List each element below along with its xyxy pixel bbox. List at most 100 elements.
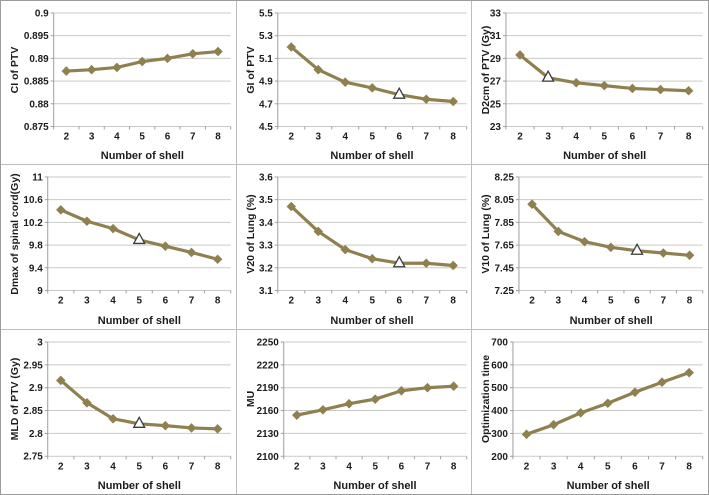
y-axis-title: D2cm of PTV (Gy): [480, 25, 493, 115]
svg-text:3: 3: [84, 461, 90, 472]
svg-text:4: 4: [342, 131, 348, 142]
svg-text:4: 4: [110, 461, 116, 472]
svg-text:3: 3: [551, 461, 557, 472]
svg-text:8: 8: [450, 131, 456, 142]
svg-text:5: 5: [602, 131, 608, 142]
svg-text:7.45: 7.45: [495, 264, 515, 275]
svg-text:6: 6: [635, 296, 641, 307]
svg-text:7: 7: [190, 131, 196, 142]
svg-text:5.5: 5.5: [259, 8, 273, 19]
x-axis-title: Number of shell: [569, 314, 653, 327]
line-chart-svg: 7.25 7.45 7.65 7.85 8.05 8.25 2 3 4 5 6 7 8: [495, 173, 704, 307]
line-chart-svg: 9 9.4 9.8 10.2 10.6 11 2 3 4 5 6 7 8: [23, 173, 232, 307]
svg-text:4: 4: [114, 131, 120, 142]
svg-text:8: 8: [687, 296, 693, 307]
y-axis-title: MU: [244, 390, 257, 407]
x-axis-title: Number of shell: [333, 479, 417, 492]
svg-text:6: 6: [632, 461, 638, 472]
svg-text:3.4: 3.4: [259, 218, 273, 229]
svg-text:5: 5: [608, 296, 614, 307]
svg-text:4.9: 4.9: [259, 77, 273, 88]
svg-text:6: 6: [396, 131, 402, 142]
svg-text:2160: 2160: [256, 406, 279, 417]
svg-text:4: 4: [342, 296, 348, 307]
svg-text:6: 6: [398, 461, 404, 472]
svg-text:3.6: 3.6: [259, 173, 273, 184]
x-axis-title: Number of shell: [563, 150, 647, 163]
svg-text:11: 11: [32, 173, 43, 184]
svg-text:8.25: 8.25: [495, 173, 515, 184]
line-chart-svg: 4.5 4.7 4.9 5.1 5.3 5.5 2 3 4 5 6 7 8: [259, 8, 467, 142]
svg-text:600: 600: [492, 360, 509, 371]
svg-text:8: 8: [687, 461, 693, 472]
svg-text:6: 6: [163, 461, 169, 472]
svg-text:7.65: 7.65: [495, 241, 515, 252]
svg-text:2100: 2100: [256, 451, 279, 462]
svg-text:200: 200: [492, 451, 509, 462]
svg-text:3: 3: [84, 296, 90, 307]
svg-text:10.6: 10.6: [23, 195, 43, 206]
svg-text:2.8: 2.8: [29, 429, 43, 440]
svg-text:8: 8: [215, 296, 221, 307]
y-axis-title: GI of PTV: [244, 46, 257, 94]
svg-text:0.895: 0.895: [24, 31, 49, 42]
svg-text:5: 5: [136, 461, 142, 472]
svg-text:4.5: 4.5: [259, 122, 273, 133]
svg-text:5: 5: [369, 131, 375, 142]
svg-text:5: 5: [139, 131, 145, 142]
y-axis-title: CI of PTV: [9, 46, 21, 94]
svg-text:2: 2: [288, 131, 294, 142]
line-chart-svg: 2.75 2.8 2.85 2.9 2.95 3 2 3 4 5 6 7 8: [23, 337, 232, 472]
svg-text:9.8: 9.8: [29, 241, 43, 252]
svg-text:4: 4: [578, 461, 584, 472]
svg-text:400: 400: [492, 406, 509, 417]
svg-text:25: 25: [490, 99, 502, 110]
svg-text:0.875: 0.875: [24, 122, 49, 133]
svg-text:0.9: 0.9: [35, 8, 49, 19]
svg-text:7: 7: [423, 296, 429, 307]
svg-text:7.25: 7.25: [495, 286, 515, 297]
chart-cell-gi-of-ptv: 4.5 4.7 4.9 5.1 5.3 5.5 2 3 4 5 6 7 8 GI of PTV Numb…: [236, 1, 473, 166]
svg-text:2220: 2220: [256, 360, 279, 371]
y-axis-title: Optimization time: [480, 354, 493, 443]
svg-text:4: 4: [346, 461, 352, 472]
svg-text:4: 4: [574, 131, 580, 142]
svg-text:7: 7: [660, 461, 666, 472]
svg-text:2.95: 2.95: [23, 360, 43, 371]
x-axis-title: Number of shell: [100, 150, 184, 163]
x-axis-title: Number of shell: [330, 150, 414, 163]
svg-text:10.2: 10.2: [23, 218, 43, 229]
svg-text:5: 5: [605, 461, 611, 472]
svg-text:3.1: 3.1: [259, 286, 273, 297]
svg-text:7.85: 7.85: [495, 218, 515, 229]
svg-text:3.3: 3.3: [259, 241, 273, 252]
svg-text:7: 7: [423, 131, 429, 142]
svg-text:500: 500: [492, 383, 509, 394]
svg-text:5: 5: [372, 461, 378, 472]
svg-text:700: 700: [492, 337, 509, 348]
svg-text:31: 31: [490, 31, 502, 42]
svg-text:3.2: 3.2: [259, 264, 273, 275]
line-chart-svg: 0.875 0.88 0.885 0.89 0.895 0.9 2 3 4 5 6 7 8: [24, 8, 232, 142]
y-axis-title: V20 of Lung (%): [244, 194, 257, 274]
chart-cell-d2cm-of-ptv: 23 25 27 29 31 33 2 3 4 5 6 7 8 D2cm of PTV (Gy) Num…: [472, 1, 708, 166]
y-axis-title: V10 of Lung (%): [480, 194, 493, 274]
svg-text:2.75: 2.75: [23, 451, 43, 462]
x-axis-title: Number of shell: [330, 314, 414, 327]
svg-text:2: 2: [518, 131, 524, 142]
svg-text:0.89: 0.89: [29, 54, 49, 65]
chart-cell-optimization-time: 200 300 400 500 600 700 2 3 4 5 6 7 8 Optimization t…: [472, 330, 708, 494]
svg-text:6: 6: [630, 131, 636, 142]
line-chart-svg: 2100 2130 2160 2190 2220 2250 2 3 4 5 6 7 8: [256, 337, 467, 472]
svg-text:4: 4: [110, 296, 116, 307]
svg-text:23: 23: [490, 122, 502, 133]
svg-text:3: 3: [89, 131, 95, 142]
svg-text:3: 3: [315, 131, 321, 142]
svg-text:4.7: 4.7: [259, 99, 273, 110]
svg-text:2: 2: [530, 296, 536, 307]
svg-text:2: 2: [294, 461, 300, 472]
x-axis-title: Number of shell: [97, 479, 181, 492]
svg-text:0.885: 0.885: [24, 77, 49, 88]
svg-text:2: 2: [288, 296, 294, 307]
